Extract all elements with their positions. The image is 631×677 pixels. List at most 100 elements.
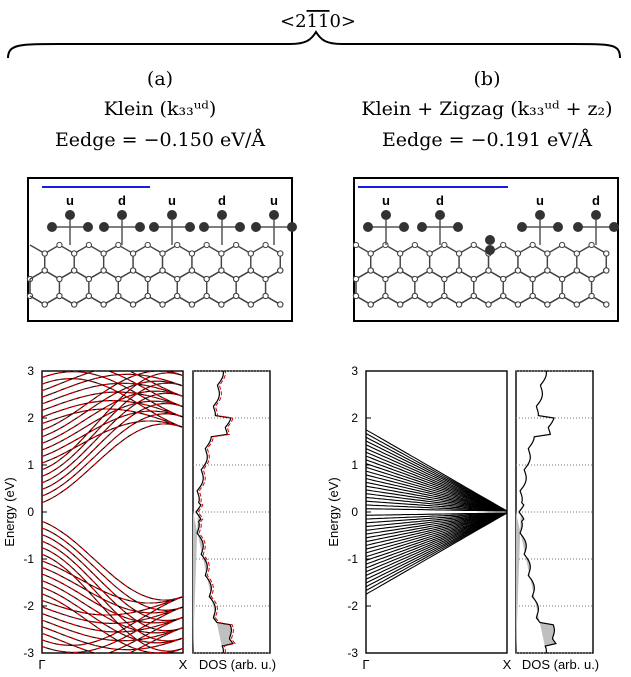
dos-label: DOS (arb. u.) [522, 657, 599, 672]
hydrogen-atom [149, 222, 159, 232]
band-line [366, 440, 507, 512]
carbon-atom [588, 292, 595, 300]
hydrogen-atom [251, 222, 261, 232]
carbon-atom [159, 301, 166, 308]
band-line [366, 478, 507, 512]
band-line [42, 632, 183, 653]
carbon-atom [115, 292, 122, 300]
carbon-atom [352, 275, 360, 283]
band-line [366, 512, 507, 584]
carbon-atom [514, 267, 522, 274]
atom-label-d: d [218, 193, 226, 208]
band-line [366, 496, 507, 512]
band-line [42, 380, 183, 438]
carbon-atom [71, 267, 78, 274]
band-line [366, 512, 507, 573]
carbon-atom [247, 250, 254, 257]
band-line [366, 489, 507, 512]
carbon-atom [262, 292, 269, 300]
carbon-atom [262, 241, 269, 249]
carbon-atom [367, 250, 374, 257]
carbon-atom [41, 250, 48, 257]
ytick-label: -2 [347, 599, 358, 613]
carbon-atom [233, 292, 240, 300]
carbon-atom [188, 250, 196, 257]
hydrogen-atom [535, 210, 545, 220]
band-plot-b: 3 2 1 0 -1 -2 -3 Energy (eV) Γ X DOS (arb. u.) [326, 364, 599, 672]
carbon-atom [41, 267, 48, 274]
carbon-atom [100, 267, 107, 274]
band-line [42, 560, 183, 604]
carbon-atom [262, 275, 269, 283]
band-line [366, 504, 507, 512]
band-line [42, 371, 183, 431]
band-line [42, 580, 183, 634]
panel-a-header: (a) Klein (k₃₃ᵘᵈ) Eedge = −0.150 eV/Å [55, 68, 265, 151]
carbon-atom [573, 250, 580, 257]
carbon-atom [397, 250, 404, 257]
atom-label-u: u [66, 193, 74, 208]
band-line [366, 512, 507, 569]
atom-label-d: d [436, 193, 444, 208]
band-line [366, 512, 507, 535]
carbon-atom [455, 301, 463, 308]
band-line [128, 371, 183, 397]
band-line [366, 436, 507, 512]
band-line [366, 512, 507, 520]
y-axis-label: Energy (eV) [2, 477, 17, 546]
band-line [42, 423, 183, 504]
band-line [366, 512, 507, 543]
hydrogen-atom [269, 210, 279, 220]
hydrogen-atom [47, 222, 57, 232]
band-line [42, 371, 183, 408]
dos-label: DOS (arb. u.) [199, 657, 276, 672]
band-line [42, 382, 183, 405]
atom-label-d: d [592, 193, 600, 208]
band-line [42, 413, 183, 497]
band-line [42, 373, 183, 398]
carbon-atom [100, 301, 107, 308]
carbon-atom [603, 267, 610, 274]
carbon-atom [352, 292, 360, 300]
bands [366, 429, 507, 595]
band-line [366, 448, 507, 512]
carbon-atom [588, 275, 595, 283]
atom-label-u: u [382, 193, 390, 208]
band-line [42, 400, 183, 418]
hydrogen-atom [235, 222, 245, 232]
hydrogen-atom [417, 222, 427, 232]
carbon-atom [41, 301, 48, 308]
carbon-atom [455, 250, 463, 257]
hydrogen-atom [135, 222, 145, 232]
band-line [42, 392, 183, 484]
band-line [42, 391, 183, 412]
hydrogen-atom [453, 222, 463, 232]
bands-frame [41, 370, 184, 654]
ytick-label: -1 [347, 552, 358, 566]
band-line [42, 378, 183, 428]
carbon-atom [500, 292, 507, 300]
carbon-atom [218, 301, 225, 308]
band-line [366, 512, 507, 561]
band-line [128, 627, 183, 653]
carbon-atom [573, 267, 580, 274]
band-line [366, 512, 507, 577]
carbon-atom [115, 275, 122, 283]
carbon-atom [500, 241, 507, 249]
ytick-label: 0 [27, 505, 34, 519]
carbon-atom [514, 301, 522, 308]
carbon-atom [455, 267, 463, 274]
ytick-label: -1 [23, 552, 34, 566]
carbon-atom [529, 241, 536, 249]
ytick-label: 2 [27, 411, 34, 425]
carbon-atom [203, 275, 210, 283]
panel-a-energy: Eedge = −0.150 eV/Å [55, 129, 265, 151]
carbon-atom [71, 250, 78, 257]
carbon-atom [233, 275, 240, 283]
carbon-atom [85, 292, 92, 300]
carbon-atom [544, 267, 551, 274]
hydrogen-atom [553, 222, 563, 232]
dos-frame [192, 370, 271, 654]
atom-label-u: u [536, 193, 544, 208]
